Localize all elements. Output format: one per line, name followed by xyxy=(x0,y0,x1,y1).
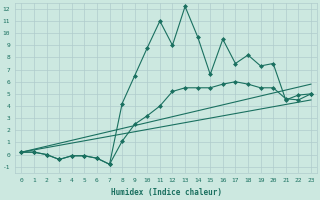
X-axis label: Humidex (Indice chaleur): Humidex (Indice chaleur) xyxy=(111,188,222,197)
